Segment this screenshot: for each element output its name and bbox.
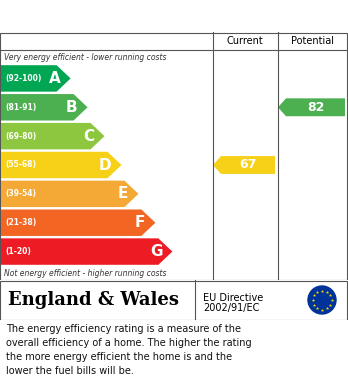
- Polygon shape: [1, 94, 88, 120]
- Text: (69-80): (69-80): [5, 132, 36, 141]
- Text: EU Directive: EU Directive: [203, 293, 263, 303]
- Polygon shape: [1, 210, 156, 236]
- Polygon shape: [1, 123, 104, 149]
- Polygon shape: [1, 152, 121, 178]
- Text: (55-68): (55-68): [5, 160, 36, 170]
- Text: (21-38): (21-38): [5, 218, 36, 227]
- Polygon shape: [213, 156, 275, 174]
- Text: The energy efficiency rating is a measure of the
overall efficiency of a home. T: The energy efficiency rating is a measur…: [6, 324, 252, 376]
- Text: D: D: [99, 158, 111, 172]
- Text: A: A: [49, 71, 61, 86]
- Text: 67: 67: [239, 158, 257, 172]
- Text: G: G: [150, 244, 163, 259]
- Text: (92-100): (92-100): [5, 74, 41, 83]
- Text: England & Wales: England & Wales: [8, 291, 179, 309]
- Text: 2002/91/EC: 2002/91/EC: [203, 303, 259, 313]
- Text: (1-20): (1-20): [5, 247, 31, 256]
- Text: Energy Efficiency Rating: Energy Efficiency Rating: [10, 9, 232, 23]
- Text: B: B: [66, 100, 78, 115]
- Text: Potential: Potential: [291, 36, 334, 46]
- Text: E: E: [118, 187, 128, 201]
- Text: Very energy efficient - lower running costs: Very energy efficient - lower running co…: [4, 52, 166, 61]
- Circle shape: [308, 286, 336, 314]
- Polygon shape: [278, 99, 345, 116]
- Text: C: C: [84, 129, 95, 143]
- Text: (39-54): (39-54): [5, 189, 36, 198]
- Text: F: F: [135, 215, 145, 230]
- Text: Current: Current: [227, 36, 263, 46]
- Polygon shape: [1, 239, 172, 265]
- Polygon shape: [1, 181, 139, 207]
- Text: (81-91): (81-91): [5, 103, 36, 112]
- Text: 82: 82: [307, 101, 324, 114]
- Text: Not energy efficient - higher running costs: Not energy efficient - higher running co…: [4, 269, 166, 278]
- Polygon shape: [1, 65, 71, 91]
